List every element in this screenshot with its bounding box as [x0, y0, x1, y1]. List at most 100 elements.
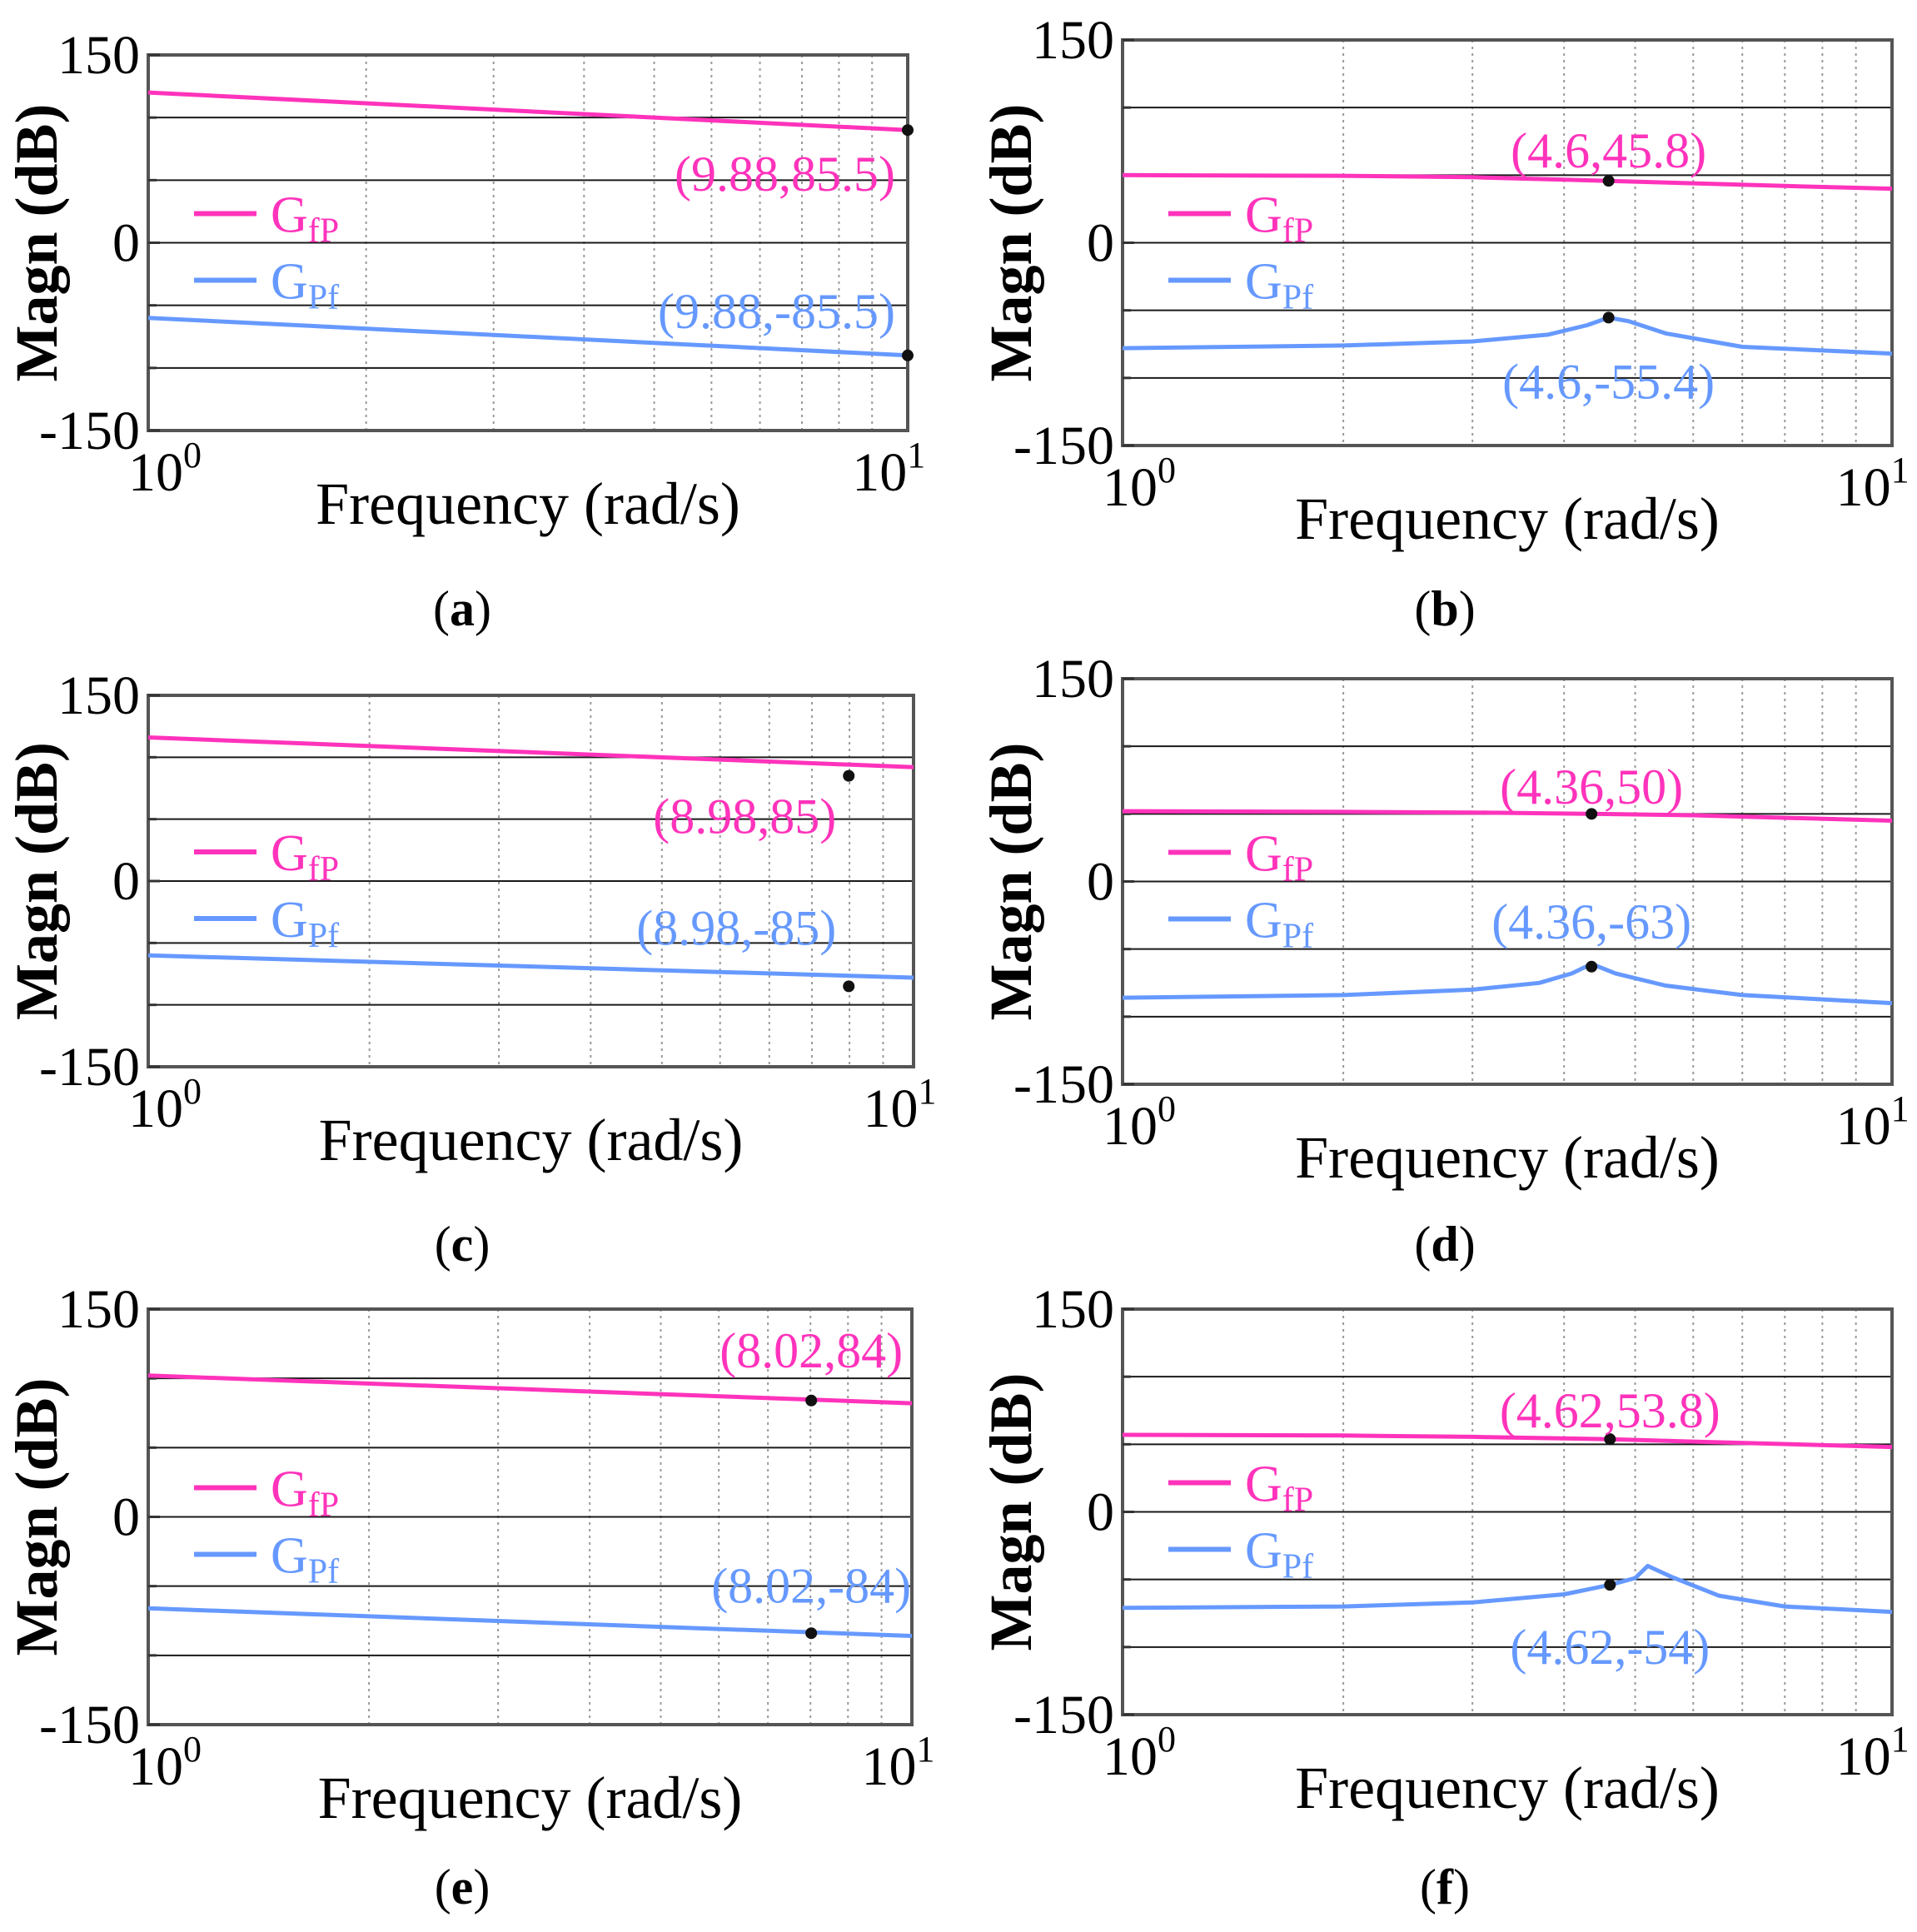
y-tick-label: -150 [1013, 1054, 1114, 1115]
data-tip-label: (8.02,-84) [711, 1559, 911, 1614]
series-line-GfP [147, 735, 914, 769]
data-tip-marker [902, 124, 914, 137]
data-tip-label: (9.88,85.5) [675, 147, 895, 202]
panel-letter: d [1431, 1217, 1459, 1272]
panel-label: (f) [1420, 1860, 1470, 1915]
series-line-GPf [1122, 1563, 1893, 1615]
x-tick-label: 100 [128, 1729, 202, 1797]
y-tick-label: -150 [39, 1037, 140, 1098]
y-tick-label: 150 [1032, 649, 1114, 710]
y-tick-label: -150 [39, 1695, 140, 1755]
y-tick-label: 150 [57, 1279, 140, 1340]
data-tip-label: (8.98,-85) [636, 900, 836, 955]
y-tick-label: 0 [1087, 1482, 1114, 1543]
y-axis-label: Magn (dB) [3, 1377, 70, 1656]
data-tip-marker [1604, 1433, 1616, 1446]
data-tip-label: (4.36,-63) [1491, 894, 1691, 949]
x-tick-label: 100 [128, 1071, 202, 1139]
y-tick-label: 0 [112, 851, 140, 912]
legend-label: GPf [1245, 1523, 1313, 1586]
panel-label: (b) [1414, 581, 1476, 636]
data-tip-label: (4.62,-54) [1510, 1620, 1710, 1675]
x-tick-label: 100 [1103, 1719, 1176, 1787]
series-line-GPf [147, 1606, 913, 1638]
x-tick-label: 101 [1836, 450, 1910, 518]
legend-label: GPf [271, 1528, 339, 1591]
legend-label: GPf [1245, 254, 1313, 317]
panel-label: (d) [1414, 1217, 1476, 1272]
y-axis-label: Magn (dB) [3, 103, 70, 381]
x-axis-label: Frequency (rad/s) [1295, 1124, 1720, 1191]
series-line-GfP [1122, 1432, 1893, 1450]
y-tick-label: 0 [1087, 213, 1114, 274]
series-line-GfP [147, 90, 909, 132]
x-axis-label: Frequency (rad/s) [1295, 485, 1720, 552]
data-tip-label: (4.36,50) [1500, 759, 1683, 814]
data-tip-label: (4.6,45.8) [1511, 123, 1706, 178]
data-tip-label: (4.62,53.8) [1500, 1383, 1720, 1438]
y-tick-label: 150 [57, 665, 140, 726]
legend-label: GfP [271, 825, 339, 889]
x-axis-label: Frequency (rad/s) [1295, 1755, 1720, 1821]
legend-label: GfP [1245, 826, 1313, 889]
data-tip-marker [902, 349, 914, 361]
x-tick-label: 101 [852, 435, 925, 503]
y-tick-label: -150 [1013, 1685, 1114, 1745]
x-tick-label: 100 [128, 435, 202, 503]
series-line-GPf [147, 953, 914, 980]
x-tick-label: 100 [1103, 450, 1176, 518]
legend-label: GfP [1245, 187, 1313, 251]
x-tick-label: 101 [1836, 1719, 1910, 1787]
y-tick-label: 150 [57, 25, 140, 86]
series-line-GPf [1122, 962, 1893, 1006]
data-tip-label: (8.98,85) [653, 789, 836, 844]
panel-letter: a [450, 581, 475, 636]
panel-letter: c [451, 1217, 474, 1272]
x-axis-label: Frequency (rad/s) [316, 471, 740, 537]
y-tick-label: 150 [1032, 10, 1114, 71]
y-tick-label: 0 [1087, 852, 1114, 913]
legend-label: GfP [271, 1461, 339, 1525]
panel-label: (c) [434, 1217, 490, 1272]
data-tip-marker [1602, 311, 1615, 324]
y-axis-label: Magn (dB) [978, 1372, 1044, 1651]
data-tip-marker [1586, 808, 1598, 820]
x-tick-label: 100 [1103, 1088, 1176, 1157]
series-line-GPf [1122, 315, 1893, 356]
data-tip-marker [805, 1627, 818, 1640]
legend-label: GPf [271, 254, 339, 317]
y-tick-label: 150 [1032, 1279, 1114, 1340]
legend-label: GPf [1245, 893, 1313, 956]
panel-label: (e) [434, 1860, 490, 1915]
x-tick-label: 101 [863, 1071, 936, 1139]
x-tick-label: 101 [1836, 1088, 1910, 1157]
y-tick-label: -150 [1013, 416, 1114, 476]
y-axis-label: Magn (dB) [978, 103, 1044, 381]
data-tip-label: (8.02,84) [719, 1323, 903, 1378]
data-tip-label: (9.88,-85.5) [658, 284, 895, 339]
panel-letter: e [451, 1860, 474, 1915]
y-axis-label: Magn (dB) [3, 742, 70, 1020]
panel-letter: f [1437, 1860, 1453, 1915]
data-tip-marker [1602, 175, 1615, 187]
series-line-GfP [147, 1373, 913, 1406]
y-axis-label: Magn (dB) [978, 742, 1044, 1020]
data-tip-marker [843, 980, 855, 993]
x-axis-label: Frequency (rad/s) [318, 1765, 743, 1831]
data-tip-marker [843, 769, 855, 782]
legend-label: GfP [1245, 1456, 1313, 1520]
data-tip-marker [805, 1394, 818, 1407]
x-axis-label: Frequency (rad/s) [319, 1107, 744, 1173]
x-tick-label: 101 [862, 1729, 935, 1797]
y-tick-label: 0 [112, 213, 140, 274]
series-line-GPf [147, 316, 909, 358]
data-tip-marker [1604, 1579, 1616, 1591]
series-line-GfP [1122, 809, 1893, 823]
y-tick-label: -150 [39, 401, 140, 461]
legend-label: GfP [271, 187, 339, 251]
